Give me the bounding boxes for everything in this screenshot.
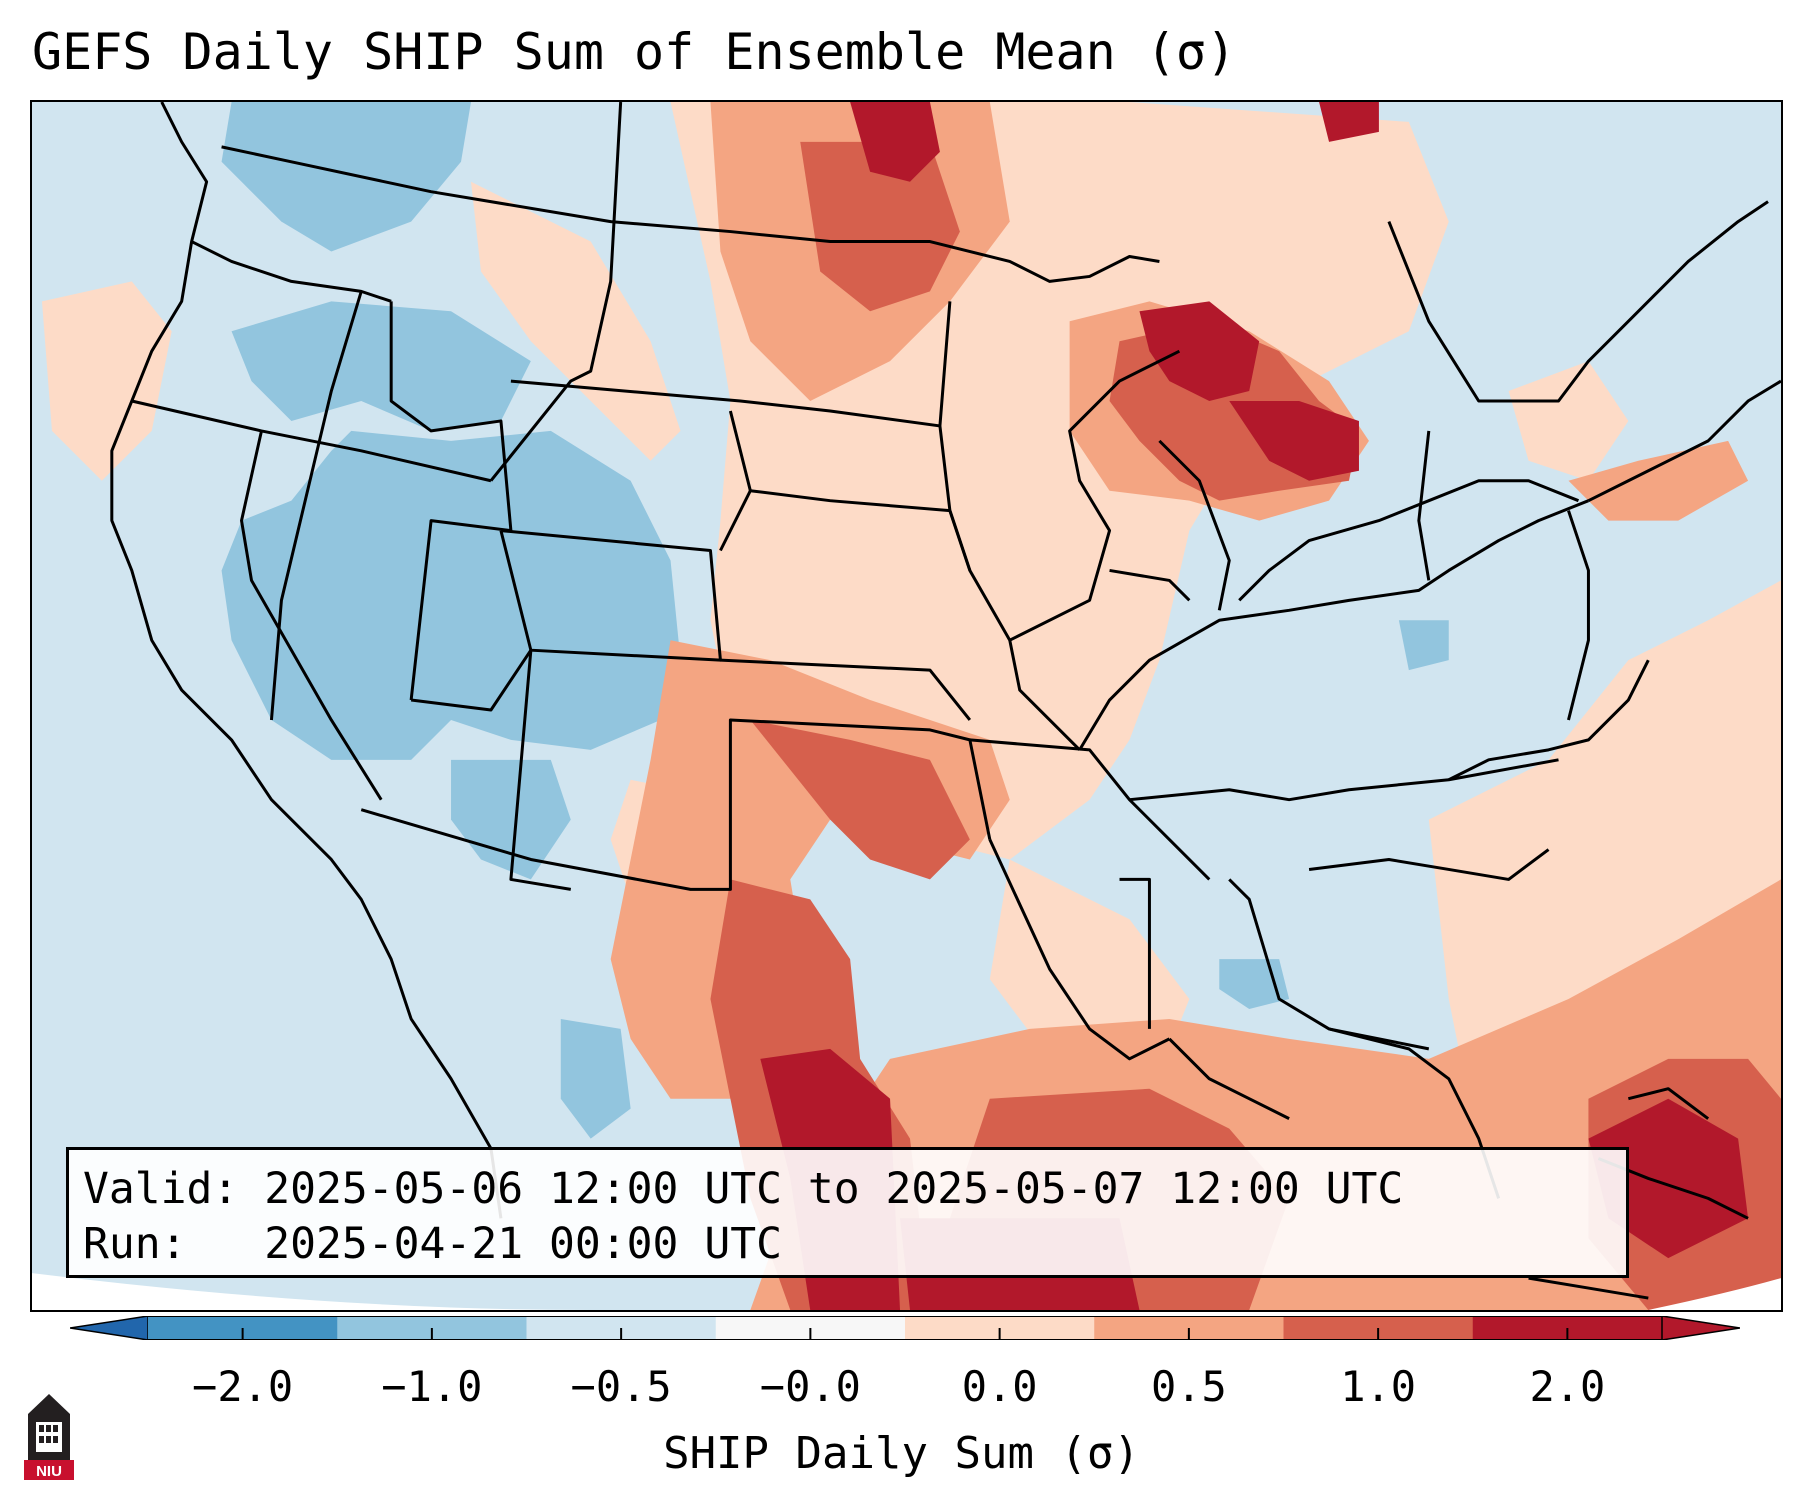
colorbar-tick-label: 0.0: [961, 1362, 1038, 1411]
colorbar-tick-label: 1.0: [1340, 1362, 1417, 1411]
colorbar-tick-label: 0.5: [1150, 1362, 1227, 1411]
map-panel[interactable]: [30, 100, 1783, 1312]
negative-anomaly-regions: [221, 102, 1449, 1139]
colorbar-extend-high: [1661, 1316, 1740, 1340]
run-time-text: Run: 2025-04-21 00:00 UTC: [83, 1219, 782, 1269]
colorbar: [70, 1316, 1740, 1340]
valid-run-info-box: Valid: 2025-05-06 12:00 UTC to 2025-05-0…: [66, 1147, 1629, 1278]
projection-edge: [32, 1273, 591, 1310]
geographic-borders: [110, 102, 1781, 1300]
map-canvas: [32, 102, 1781, 1310]
valid-time-text: Valid: 2025-05-06 12:00 UTC to 2025-05-0…: [83, 1164, 1404, 1214]
logo-text: NIU: [36, 1463, 62, 1480]
colorbar-label: SHIP Daily Sum (σ): [663, 1428, 1140, 1479]
colorbar-tick-label: −0.5: [570, 1362, 672, 1411]
colorbar-extend-low: [70, 1316, 149, 1340]
map-title: GEFS Daily SHIP Sum of Ensemble Mean (σ): [32, 23, 1237, 81]
colorbar-tick-label: −1.0: [381, 1362, 483, 1411]
niu-tower-logo-icon: NIU: [24, 1394, 74, 1480]
colorbar-tick-label: −0.0: [759, 1362, 861, 1411]
colorbar-tick-label: 2.0: [1529, 1362, 1606, 1411]
colorbar-tick-label: −2.0: [192, 1362, 294, 1411]
